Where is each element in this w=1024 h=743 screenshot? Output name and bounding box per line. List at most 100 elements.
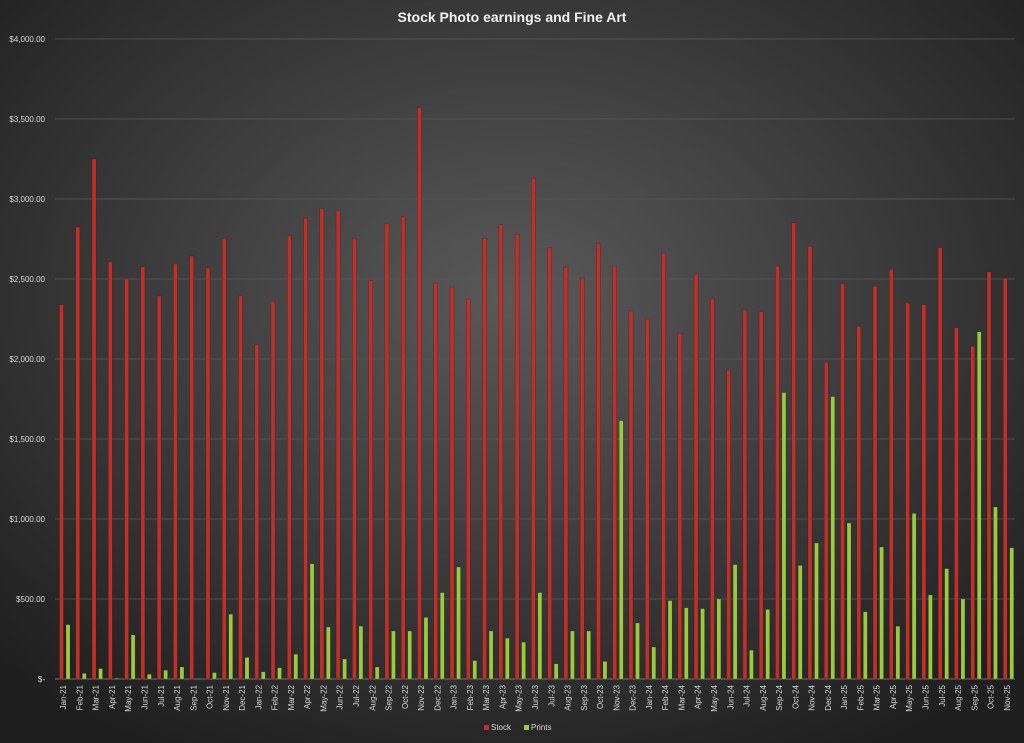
bar: [163, 669, 168, 680]
bar: [140, 266, 146, 680]
bar: [840, 283, 845, 680]
bar: [856, 325, 862, 680]
bar: [570, 630, 575, 680]
bar: [319, 208, 325, 680]
bar: [889, 269, 894, 680]
bar: [970, 345, 975, 680]
x-tick-label: Jan-21: [59, 684, 68, 709]
bar: [488, 630, 494, 680]
y-tick-label: $500.00: [16, 595, 45, 604]
bar: [700, 608, 705, 680]
x-tick-label: Jul-21: [157, 684, 166, 706]
bar: [928, 594, 933, 680]
bar: [130, 634, 136, 680]
bar: [710, 298, 715, 680]
y-tick-label: $2,000.00: [9, 355, 45, 364]
bar: [693, 273, 699, 680]
x-tick-label: Feb-21: [75, 684, 84, 710]
x-tick-label: May-22: [319, 684, 328, 711]
bar: [749, 649, 754, 680]
chart-title: Stock Photo earnings and Fine Art: [398, 9, 627, 25]
x-tick-label: Apr-24: [694, 684, 703, 709]
bar: [498, 224, 504, 680]
bar: [156, 295, 162, 680]
bar: [521, 641, 526, 680]
bar: [954, 327, 959, 680]
x-tick-label: Aug-24: [759, 684, 768, 710]
bar: [449, 286, 455, 680]
x-tick-label: Nov-21: [222, 684, 231, 710]
y-tick-label: $3,500.00: [9, 115, 45, 124]
bar: [124, 278, 129, 680]
x-tick-label: Mar-23: [482, 684, 491, 710]
bar: [628, 310, 634, 680]
bar: [993, 506, 998, 680]
bar: [91, 158, 97, 680]
x-tick-label: Sep-22: [385, 684, 394, 710]
bar: [254, 344, 260, 680]
y-tick-label: $-: [38, 675, 45, 684]
bar: [65, 624, 71, 680]
bar: [684, 607, 689, 680]
bar: [456, 566, 461, 680]
bar: [537, 592, 543, 680]
bar: [586, 630, 591, 680]
x-tick-label: Sep-24: [775, 684, 784, 710]
bar: [905, 302, 910, 680]
bar: [423, 617, 429, 680]
bar: [466, 298, 471, 680]
bar: [189, 255, 194, 680]
bar: [352, 238, 357, 680]
x-tick-label: May-21: [124, 684, 133, 711]
bar: [879, 546, 884, 680]
x-tick-label: Apr-25: [889, 684, 898, 709]
bar: [775, 265, 780, 680]
bar: [472, 660, 478, 680]
bar: [911, 513, 917, 680]
legend-swatch: [484, 725, 489, 730]
bar: [732, 564, 738, 680]
bar: [579, 277, 585, 680]
bar: [293, 653, 299, 680]
x-tick-label: Dec-21: [238, 684, 247, 710]
bar: [440, 592, 445, 680]
bar: [309, 563, 315, 680]
bar: [368, 280, 373, 680]
x-tick-label: Oct-21: [206, 684, 215, 709]
x-tick-label: Jun-22: [336, 684, 345, 709]
bar: [1009, 547, 1014, 680]
x-tick-label: Apr-21: [108, 684, 117, 709]
bar: [1002, 277, 1008, 680]
x-tick-label: Feb-24: [661, 684, 670, 710]
bar: [212, 672, 217, 680]
bar: [661, 253, 666, 680]
bar: [667, 600, 673, 680]
bar: [716, 598, 722, 680]
bar: [417, 107, 422, 680]
bar: [75, 226, 81, 680]
bar: [976, 331, 982, 680]
x-tick-label: Dec-23: [629, 684, 638, 710]
legend-label: Stock: [491, 723, 512, 732]
bar: [407, 630, 412, 680]
x-tick-label: May-24: [710, 684, 719, 711]
bar: [553, 663, 559, 680]
y-tick-label: $4,000.00: [9, 35, 45, 44]
bar: [433, 282, 438, 680]
legend-swatch: [524, 725, 530, 730]
x-tick-label: Oct-22: [401, 684, 410, 709]
bar: [563, 266, 569, 680]
bar: [651, 646, 657, 680]
bar: [335, 210, 341, 680]
x-tick-label: Nov-23: [612, 684, 621, 710]
bar: [742, 309, 748, 680]
x-tick-label: Jul-22: [352, 684, 361, 706]
bar: [205, 267, 211, 680]
bar: [358, 625, 364, 680]
bar: [645, 318, 650, 680]
bar: [238, 295, 243, 680]
bar: [228, 613, 233, 680]
bar: [514, 233, 520, 680]
x-tick-label: Apr-22: [303, 684, 312, 709]
y-tick-label: $1,500.00: [9, 435, 45, 444]
